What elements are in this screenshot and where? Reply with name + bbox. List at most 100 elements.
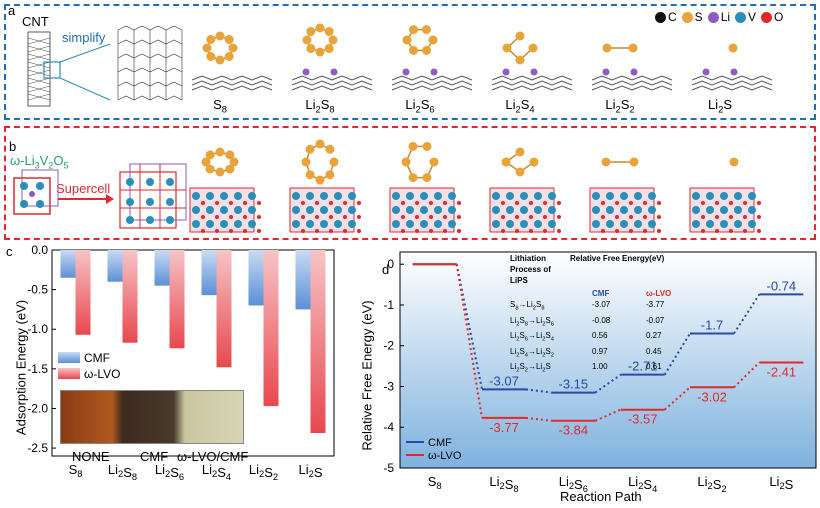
graphene-model bbox=[291, 23, 373, 91]
molecule-label: Li2S4 bbox=[505, 97, 535, 115]
sulfur-atom bbox=[328, 35, 338, 45]
lvo-model bbox=[289, 139, 361, 233]
bar-lvo bbox=[169, 250, 185, 349]
sulfur-atom bbox=[515, 31, 525, 41]
sulfur-atom bbox=[602, 43, 612, 53]
panel-a-letter: a bbox=[8, 3, 16, 18]
sulfur-atom bbox=[302, 35, 312, 45]
table-cell-lvo: 0.45 bbox=[646, 346, 662, 356]
sulfur-atom bbox=[409, 25, 418, 35]
legend-label: S bbox=[694, 10, 703, 24]
sulfur-atom bbox=[422, 141, 432, 151]
sulfur-atom bbox=[601, 157, 611, 167]
sulfur-atom bbox=[224, 35, 234, 45]
supercell-arrow-head bbox=[106, 194, 114, 204]
lvo-v-sub: 2 bbox=[48, 160, 54, 171]
lithium-atom bbox=[430, 68, 438, 76]
supercell-label: Supercell bbox=[56, 181, 111, 196]
x-tick-label: Li2S6 bbox=[155, 462, 184, 482]
x-tick-label: Li2S6 bbox=[559, 474, 588, 494]
y-tick-label: -4 bbox=[383, 420, 394, 434]
bar-lvo bbox=[310, 250, 326, 434]
sulfur-atom bbox=[324, 27, 334, 37]
table-row: Li2S2→Li2S 1.00 0.61 bbox=[510, 361, 700, 377]
sulfur-atom bbox=[225, 164, 235, 174]
vial-label-cmf: CMF bbox=[140, 449, 169, 464]
energy-value-label: -0.74 bbox=[767, 278, 797, 293]
atom-o-icon bbox=[761, 11, 773, 23]
sulfur-atom bbox=[215, 55, 225, 65]
table-cell-step: Li2S6→Li2S4 bbox=[510, 331, 554, 343]
table-cell-lvo: 0.61 bbox=[646, 362, 662, 372]
graphene-adsorption-models bbox=[191, 23, 773, 91]
lithium-atom bbox=[330, 68, 338, 76]
lvo-li-sub: 3 bbox=[34, 160, 40, 171]
sulfur-atom bbox=[629, 157, 639, 167]
table-cell-lvo: -3.77 bbox=[646, 300, 665, 309]
energy-value-label: -1.7 bbox=[701, 318, 723, 333]
sulfur-atom bbox=[401, 157, 411, 167]
table-cell-cmf: -0.08 bbox=[592, 315, 611, 325]
lithium-atom bbox=[602, 68, 610, 76]
legend-label: ω-LVO bbox=[428, 450, 462, 462]
table-cell-step: Li2S8→Li2S6 bbox=[510, 315, 554, 328]
table-row: Li2S6→Li2S4 0.56 0.27 bbox=[510, 330, 700, 346]
sulfur-atom bbox=[205, 164, 215, 174]
sulfur-atom bbox=[305, 144, 315, 154]
sulfur-atom bbox=[202, 43, 212, 53]
molecule-label: Li2S8 bbox=[305, 97, 335, 115]
lithium-atom bbox=[402, 68, 410, 76]
energy-connector bbox=[525, 416, 552, 422]
legend-item-c: C bbox=[655, 10, 677, 24]
y-tick-label: -3 bbox=[383, 379, 394, 393]
sulfur-atom bbox=[315, 23, 325, 33]
table-col-cmf: CMF bbox=[592, 289, 610, 298]
vial-photo bbox=[60, 390, 244, 444]
table-cell-cmf: 0.97 bbox=[592, 346, 608, 356]
sulfur-atom bbox=[515, 55, 525, 65]
lithium-atom bbox=[530, 68, 538, 76]
bar-cmf bbox=[60, 250, 76, 278]
table-cell-step: S8→Li2S8 bbox=[510, 300, 545, 312]
sulfur-atom bbox=[315, 47, 325, 57]
energy-value-label: -3.15 bbox=[559, 377, 589, 392]
panel-a-graphics bbox=[27, 23, 773, 107]
legend-swatch-lvo bbox=[58, 368, 80, 379]
vial-label-lvo-cmf: ω-LVO/CMF bbox=[177, 449, 249, 464]
y-tick-label: 0 bbox=[387, 257, 394, 271]
graphene-model bbox=[691, 43, 773, 91]
table-row: Li2S4→Li2S2 0.97 0.45 bbox=[510, 346, 700, 362]
x-tick-label: Li2S2 bbox=[249, 462, 278, 482]
y-tick-label: -1.5 bbox=[27, 362, 48, 376]
sulfur-atom bbox=[409, 45, 418, 55]
table-cell-step: Li2S2→Li2S bbox=[510, 362, 551, 374]
legend-label: CMF bbox=[428, 437, 452, 449]
lvo-adsorption-models bbox=[189, 139, 761, 233]
x-tick-label: Li2S8 bbox=[489, 474, 518, 494]
legend-label: ω-LVO bbox=[84, 367, 121, 381]
graphene-model bbox=[391, 25, 473, 91]
sulfur-atom bbox=[224, 51, 234, 61]
lvo-o: O bbox=[53, 153, 64, 168]
sulfur-atom bbox=[315, 175, 325, 185]
graphene-model bbox=[591, 43, 673, 91]
panel-c-letter: c bbox=[6, 244, 13, 259]
lvo-o-sub: 5 bbox=[63, 160, 69, 171]
lithium-atom bbox=[502, 68, 510, 76]
bar-cmf bbox=[248, 250, 264, 306]
cnt-label: CNT bbox=[22, 14, 49, 29]
graphene-model bbox=[491, 31, 573, 91]
x-tick-label: Li2S4 bbox=[202, 462, 231, 482]
atom-v-icon bbox=[735, 11, 747, 23]
legend-label: O bbox=[774, 10, 784, 24]
supercell-image bbox=[119, 163, 187, 229]
y-tick-label: -2 bbox=[383, 339, 394, 353]
lvo-model bbox=[689, 157, 761, 233]
panel-d-ylabel: Relative Free Energy (eV) bbox=[359, 300, 375, 451]
lithiation-table: Lithiation Process of LiPS Relative Free… bbox=[510, 253, 700, 377]
lithium-atom bbox=[730, 68, 738, 76]
table-cell-lvo: -0.07 bbox=[646, 315, 665, 325]
sulfur-atom bbox=[402, 35, 412, 45]
chart-d-frame bbox=[399, 251, 817, 469]
table-cell-cmf: -3.07 bbox=[592, 300, 611, 309]
